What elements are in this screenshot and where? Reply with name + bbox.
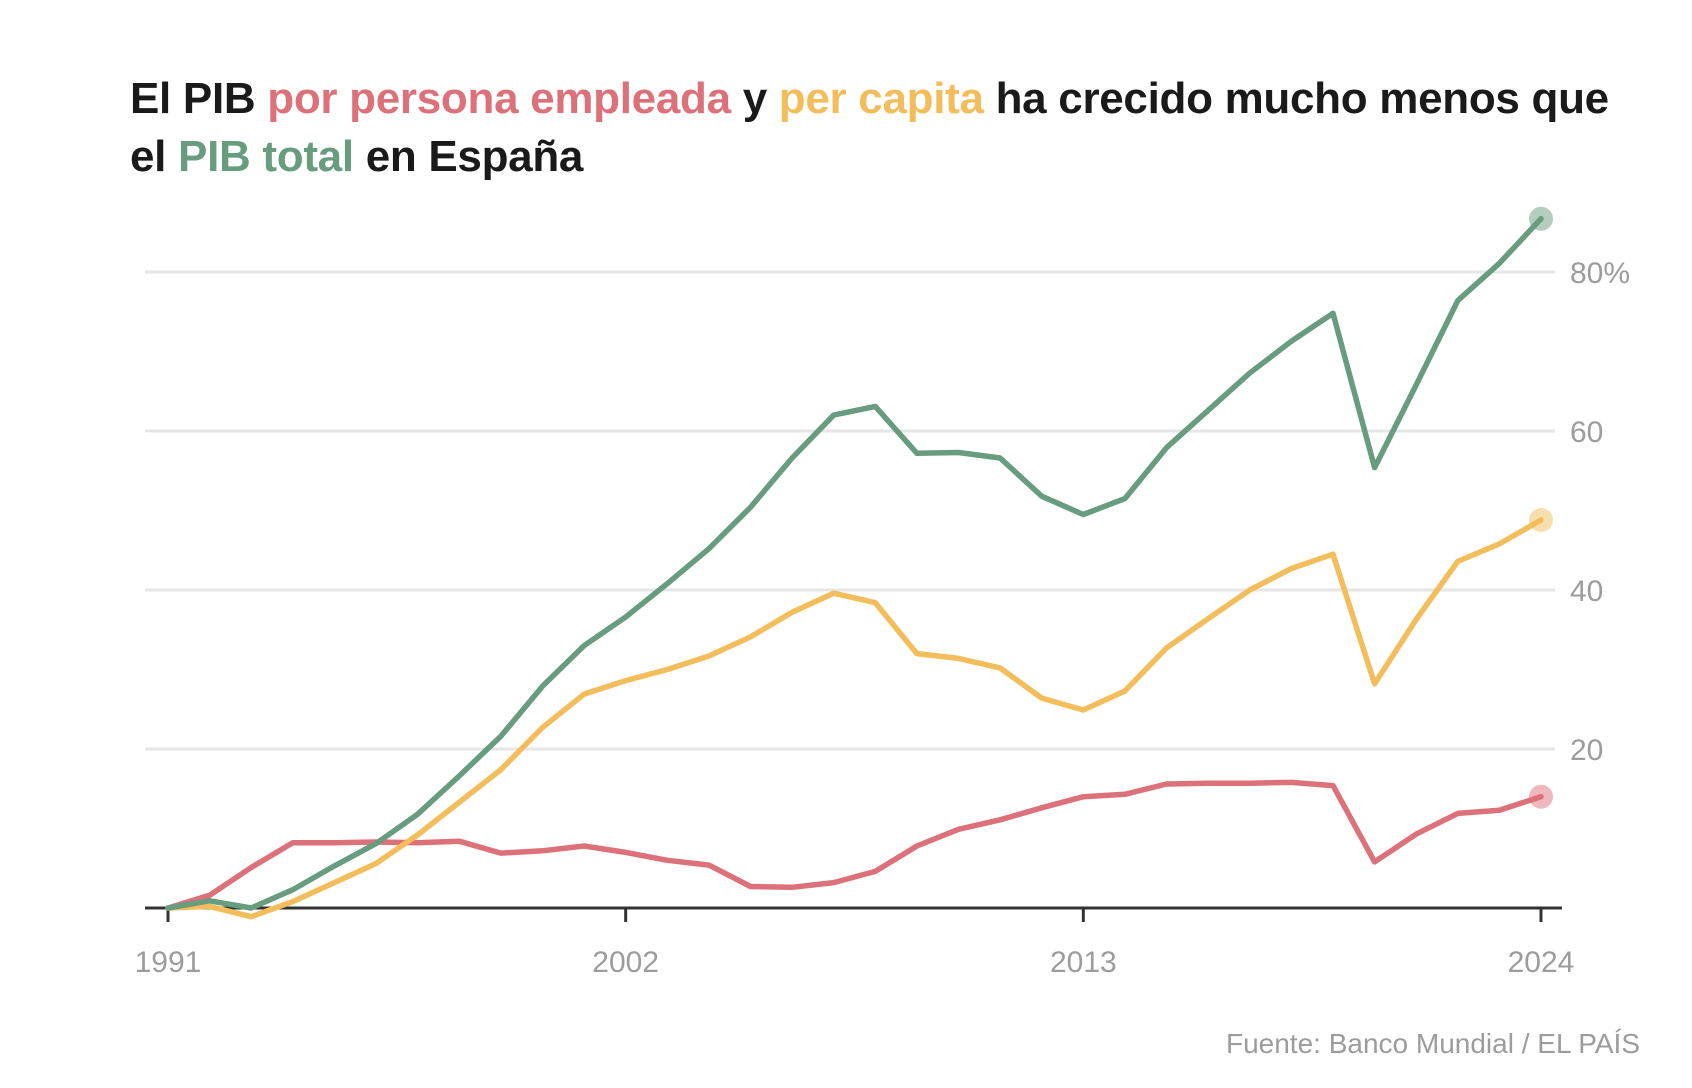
gridlines [145, 270, 1555, 751]
series-line-por-persona-empleada [165, 779, 1544, 911]
end-point-por-persona-empleada [1529, 784, 1553, 809]
series-line-per-capita [165, 517, 1544, 920]
tick-labels: 20 40 60 80% 1991 2002 2013 2024 [135, 257, 1630, 979]
title-part-4: ha crecido mucho menos que el [130, 74, 1609, 181]
end-point-per-capita [1529, 508, 1553, 533]
source-note: Fuente: Banco Mundial / EL PAÍS [1225, 1028, 1640, 1059]
x-axis [145, 906, 1562, 922]
title-part-3: per capita [778, 74, 984, 123]
title-part-2: y [730, 74, 779, 123]
y-tick-label: 60 [1570, 416, 1603, 449]
y-tick-label: 80% [1570, 257, 1630, 290]
title-part-1: por persona empleada [267, 74, 731, 123]
x-tick-label: 2024 [1508, 946, 1575, 979]
title-part-5: PIB total [178, 132, 354, 181]
y-tick-label: 40 [1570, 575, 1603, 608]
x-tick-label: 1991 [135, 946, 202, 979]
end-point-pib-total [1529, 206, 1553, 231]
title-part-0: El PIB [130, 74, 268, 123]
series-line-pib-total [165, 215, 1544, 911]
title-part-6: en España [353, 132, 584, 181]
x-tick-label: 2013 [1050, 946, 1117, 979]
series-lines [165, 206, 1553, 920]
y-tick-label: 20 [1570, 734, 1603, 767]
chart-title: El PIB por persona empleada y per capita… [130, 70, 1650, 186]
x-tick-label: 2002 [592, 946, 659, 979]
